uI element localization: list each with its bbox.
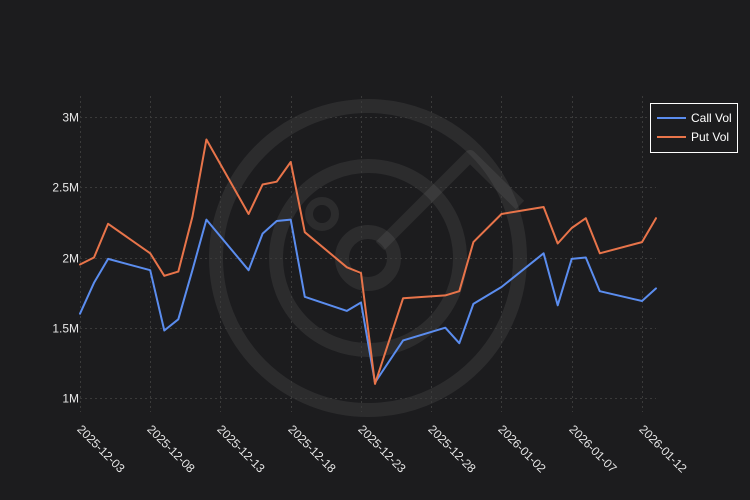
legend-box	[650, 103, 738, 153]
series-line-put-vol	[79, 138, 657, 385]
legend-label-call-vol: Call Vol	[691, 111, 732, 125]
series-line-call-vol	[79, 218, 657, 384]
grid	[80, 96, 656, 412]
legend[interactable]: Call Vol Put Vol	[650, 103, 738, 153]
series-layer	[79, 138, 657, 385]
y-tick-label: 3M	[62, 111, 79, 125]
y-tick-label: 2.5M	[52, 181, 79, 195]
y-axis: 1M 1.5M 2M 2.5M 3M	[52, 111, 79, 406]
y-tick-label: 1.5M	[52, 322, 79, 336]
y-tick-label: 1M	[62, 392, 79, 406]
legend-label-put-vol: Put Vol	[691, 130, 729, 144]
y-tick-label: 2M	[62, 252, 79, 266]
